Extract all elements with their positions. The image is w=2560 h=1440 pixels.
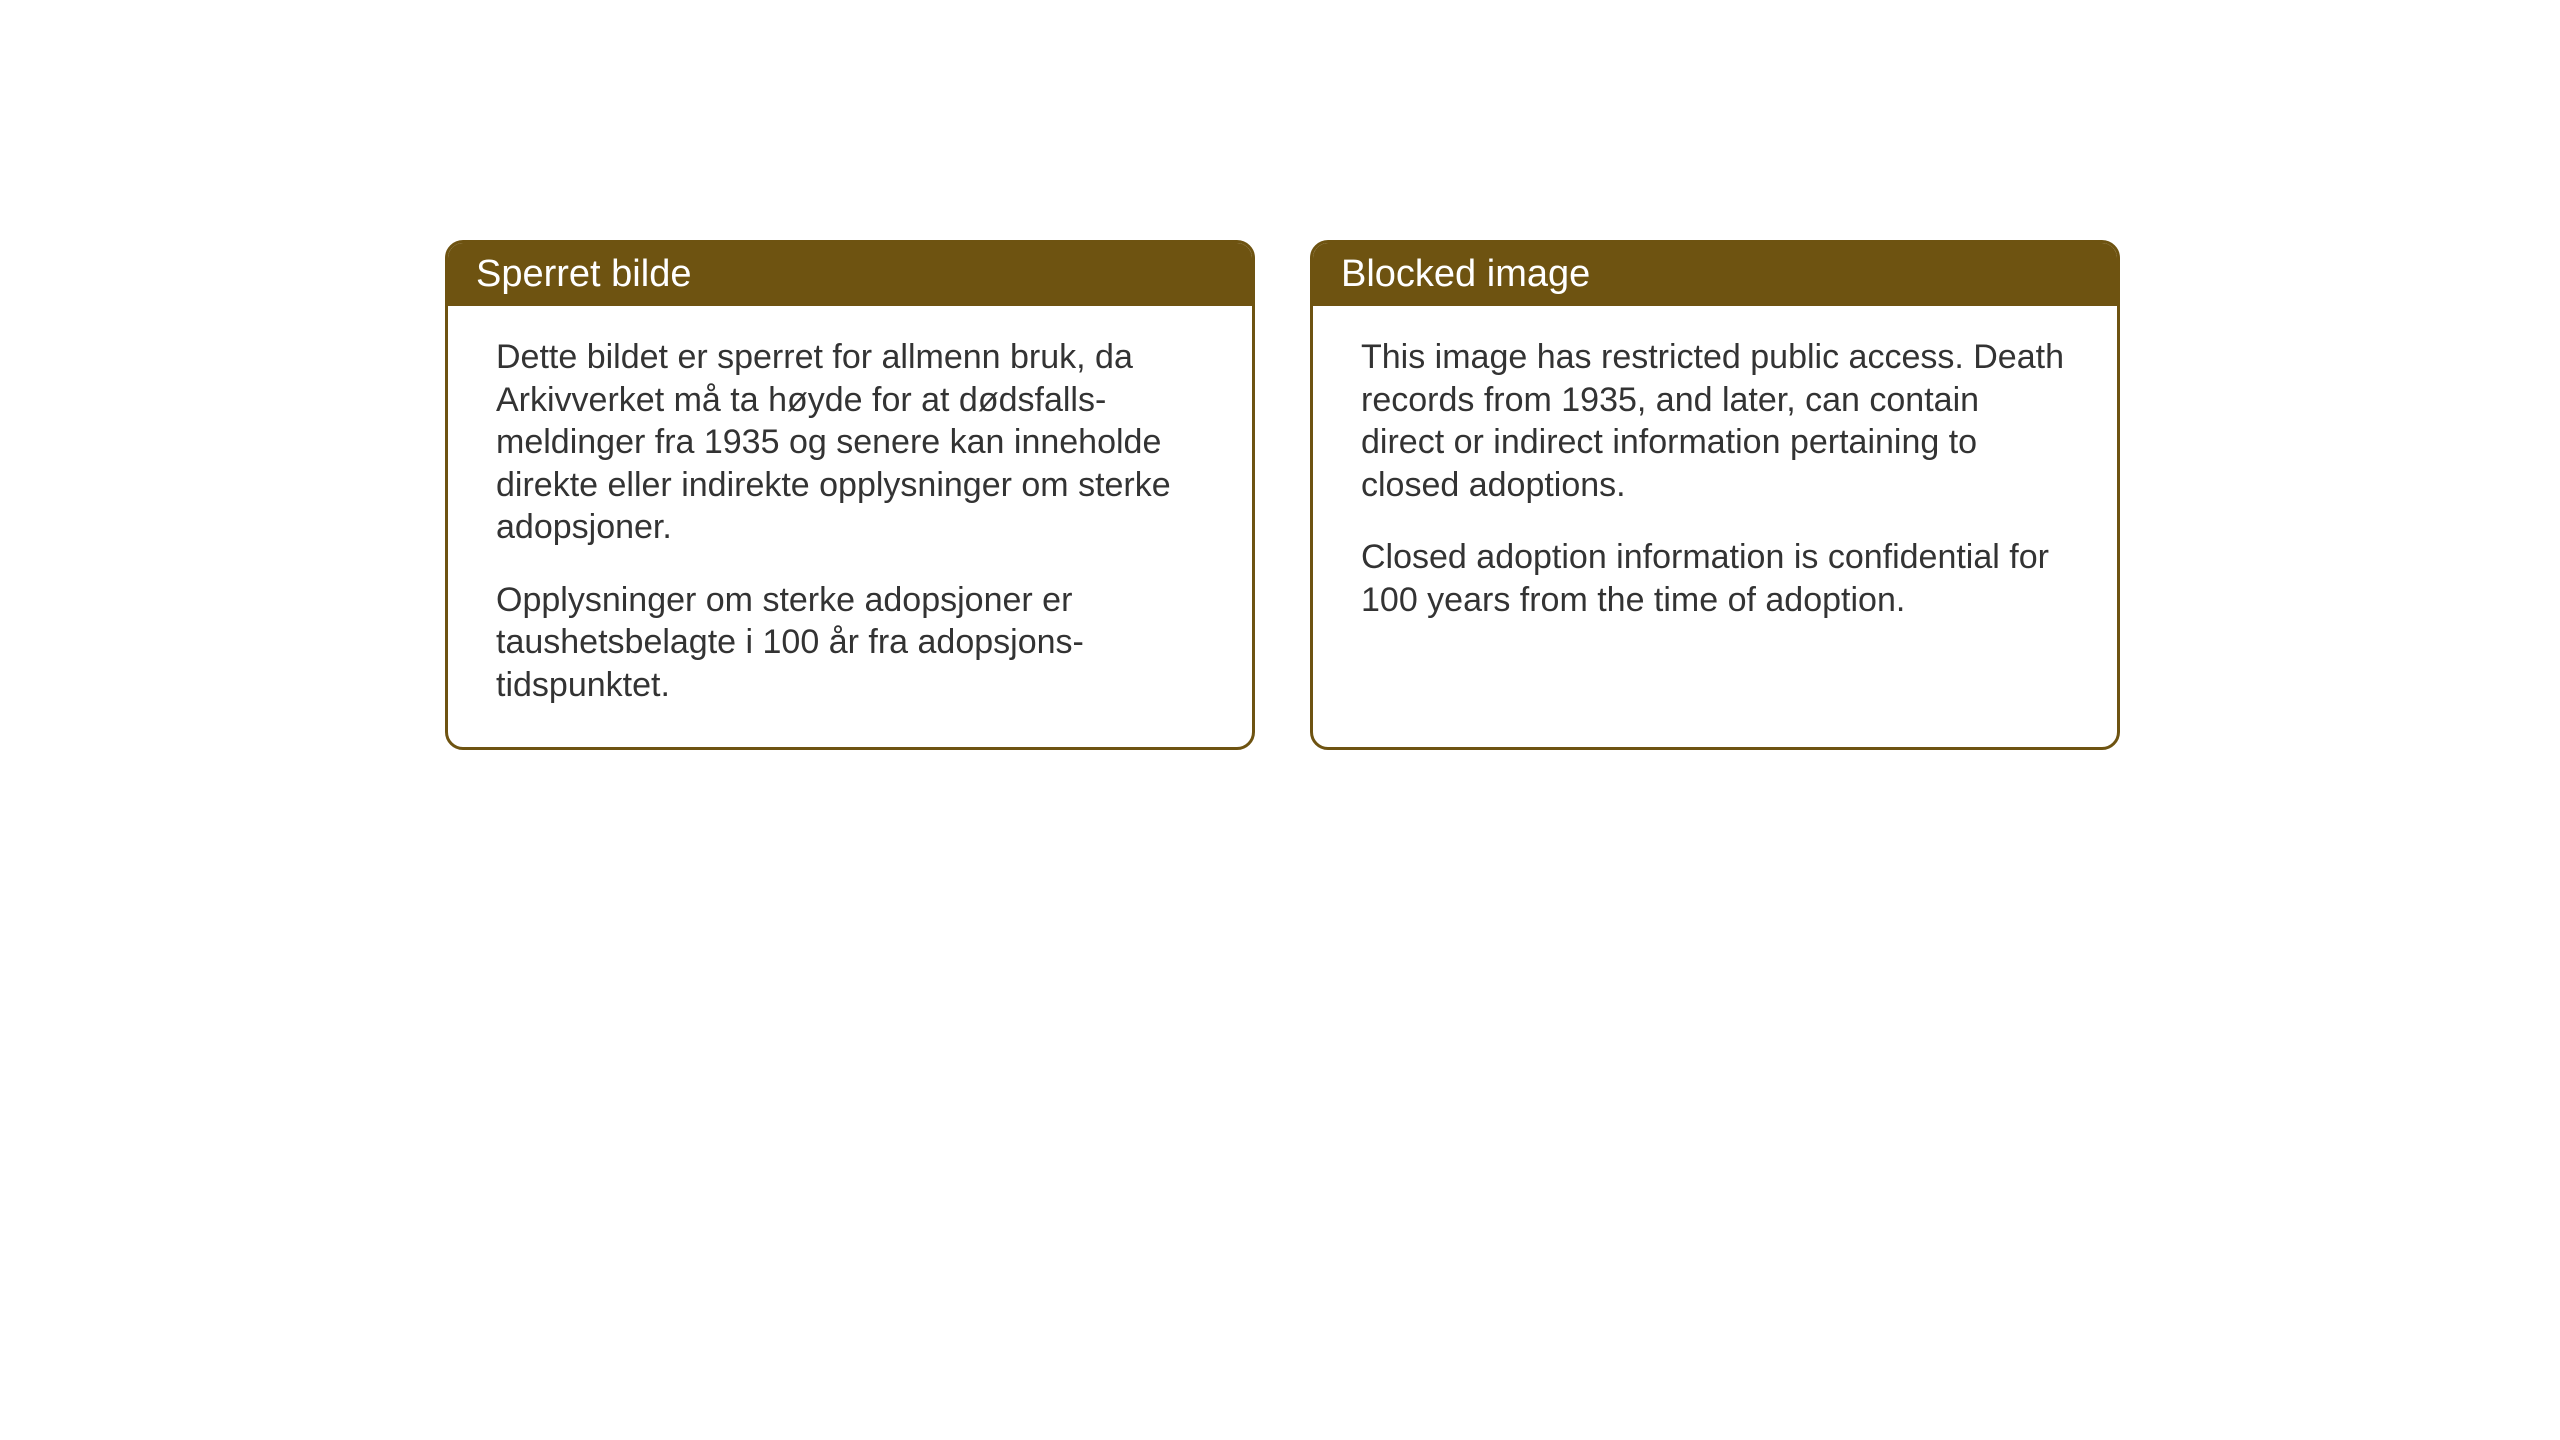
card-header-norwegian: Sperret bilde [448, 243, 1252, 306]
card-title-english: Blocked image [1341, 253, 1590, 295]
card-norwegian: Sperret bilde Dette bildet er sperret fo… [445, 240, 1255, 750]
card-title-norwegian: Sperret bilde [476, 253, 691, 295]
card-body-english: This image has restricted public access.… [1313, 306, 2117, 661]
card-paragraph: Opplysninger om sterke adopsjoner er tau… [496, 579, 1204, 707]
card-paragraph: This image has restricted public access.… [1361, 336, 2069, 506]
card-body-norwegian: Dette bildet er sperret for allmenn bruk… [448, 306, 1252, 746]
card-paragraph: Closed adoption information is confident… [1361, 536, 2069, 621]
card-paragraph: Dette bildet er sperret for allmenn bruk… [496, 336, 1204, 549]
card-header-english: Blocked image [1313, 243, 2117, 306]
card-english: Blocked image This image has restricted … [1310, 240, 2120, 750]
cards-container: Sperret bilde Dette bildet er sperret fo… [445, 240, 2120, 750]
